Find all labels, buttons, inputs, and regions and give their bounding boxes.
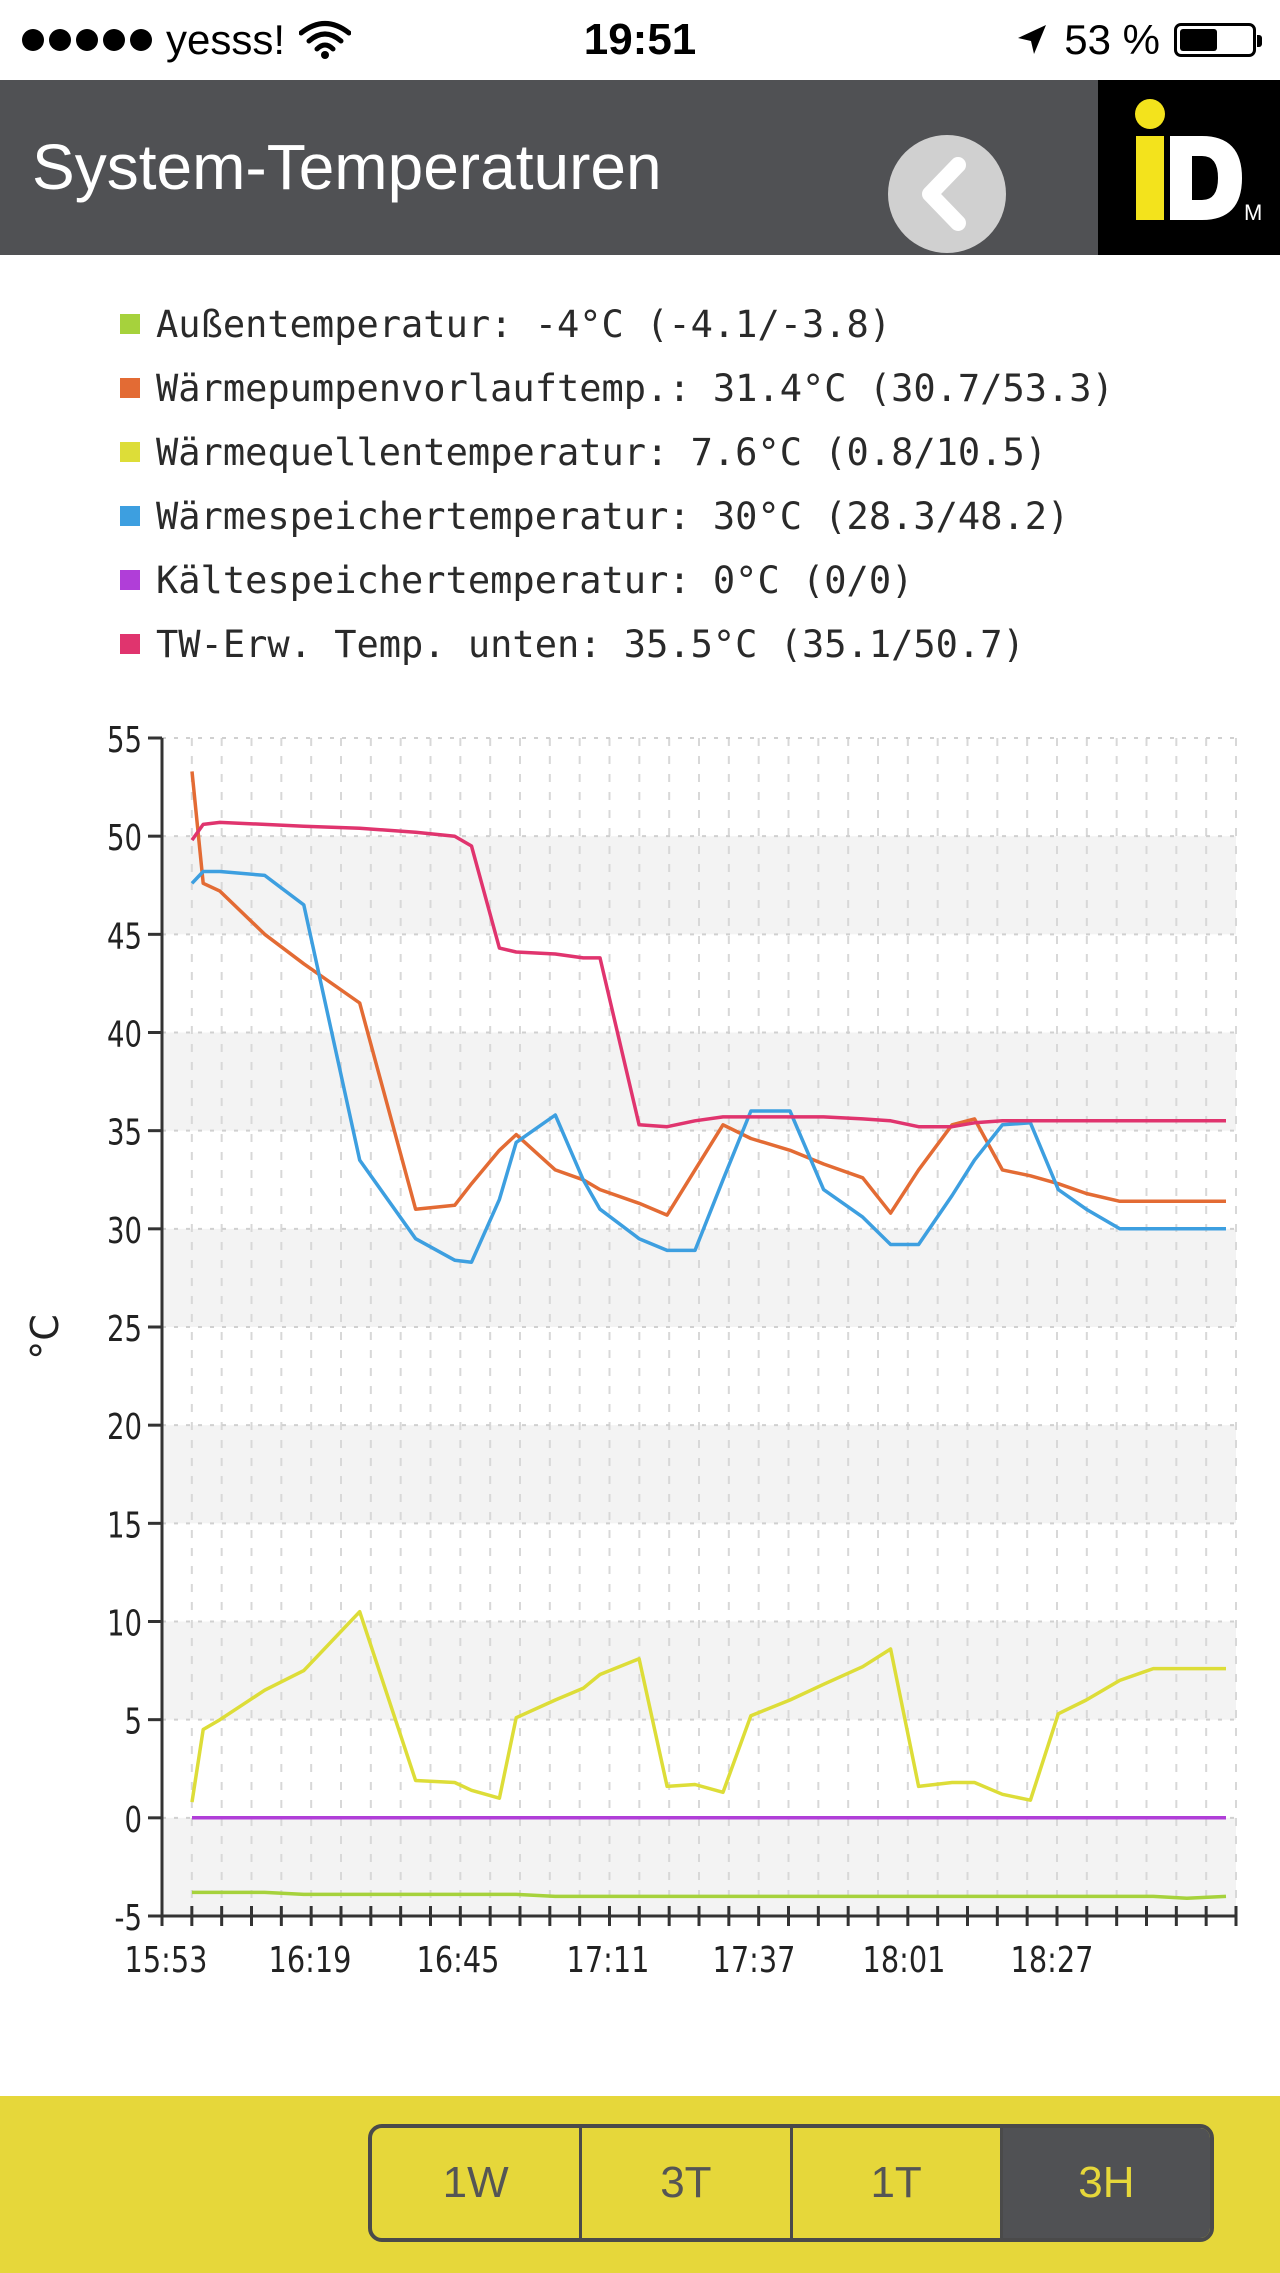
legend-swatch	[120, 570, 140, 590]
x-tick-label: 15:53	[125, 1939, 208, 1981]
legend-swatch	[120, 634, 140, 654]
y-tick-label: -5	[115, 1897, 142, 1939]
range-button-3t[interactable]: 3T	[582, 2128, 793, 2238]
back-button[interactable]	[888, 135, 1006, 253]
legend-item: TW-Erw. Temp. unten: 35.5°C (35.1/50.7)	[120, 612, 1114, 676]
status-right: 53 %	[1014, 12, 1262, 68]
series-line-5	[190, 820, 1226, 1129]
legend-item: Wärmepumpenvorlauftemp.: 31.4°C (30.7/53…	[120, 356, 1114, 420]
legend-label: Außentemperatur: -4°C (-4.1/-3.8)	[156, 302, 892, 346]
x-tick-label: 17:37	[713, 1939, 796, 1981]
chevron-left-icon	[922, 157, 966, 231]
series-line-1	[190, 771, 1226, 1217]
svg-text:M: M	[1244, 200, 1262, 225]
app-header: System-Temperaturen	[0, 80, 1280, 255]
battery-percent: 53 %	[1064, 16, 1160, 63]
status-bar: yesss! 19:51 53 %	[0, 0, 1280, 80]
time-range-selector: 1W 3T 1T 3H	[368, 2124, 1214, 2242]
y-axis-title: °C	[23, 1314, 67, 1360]
page-title: System-Temperaturen	[32, 131, 662, 203]
x-tick-label: 16:19	[269, 1939, 352, 1981]
y-tick-label: 25	[107, 1308, 142, 1350]
x-tick-label: 18:27	[1011, 1939, 1094, 1981]
wifi-icon	[299, 21, 352, 59]
y-tick-label: 45	[107, 915, 142, 957]
y-tick-label: 30	[107, 1209, 142, 1251]
series-line-2	[190, 1609, 1226, 1803]
status-left: yesss!	[22, 12, 352, 68]
legend-swatch	[120, 314, 140, 334]
battery-icon	[1174, 23, 1262, 57]
grid-band	[162, 1621, 1236, 1720]
signal-strength-icon	[22, 29, 152, 51]
range-button-3h[interactable]: 3H	[1002, 2128, 1210, 2238]
legend-item: Kältespeichertemperatur: 0°C (0/0)	[120, 548, 1114, 612]
y-tick-label: 50	[107, 817, 142, 859]
chart-legend: Außentemperatur: -4°C (-4.1/-3.8) Wärmepu…	[120, 292, 1114, 676]
legend-label: TW-Erw. Temp. unten: 35.5°C (35.1/50.7)	[156, 622, 1025, 666]
legend-label: Wärmepumpenvorlauftemp.: 31.4°C (30.7/53…	[156, 366, 1114, 410]
y-tick-label: 5	[124, 1700, 142, 1742]
y-tick-label: 35	[107, 1111, 142, 1153]
y-tick-label: 10	[107, 1602, 142, 1644]
x-tick-label: 17:11	[567, 1939, 650, 1981]
legend-label: Kältespeichertemperatur: 0°C (0/0)	[156, 558, 914, 602]
location-arrow-icon	[1018, 25, 1047, 54]
grid-band	[162, 1425, 1236, 1524]
idm-logo: M	[1098, 80, 1280, 255]
legend-swatch	[120, 506, 140, 526]
y-tick-label: 15	[107, 1504, 142, 1546]
y-tick-label: 20	[107, 1406, 142, 1448]
y-tick-label: 40	[107, 1013, 142, 1055]
range-button-1t[interactable]: 1T	[793, 2128, 1003, 2238]
legend-item: Wärmespeichertemperatur: 30°C (28.3/48.2…	[120, 484, 1114, 548]
grid-band	[162, 1817, 1236, 1916]
legend-swatch	[120, 442, 140, 462]
series-line-0	[192, 1890, 1227, 1901]
y-tick-label: 55	[107, 719, 142, 761]
legend-swatch	[120, 378, 140, 398]
legend-label: Wärmespeichertemperatur: 30°C (28.3/48.2…	[156, 494, 1070, 538]
y-tick-label: 0	[124, 1798, 142, 1840]
clock: 19:51	[583, 15, 697, 64]
legend-item: Außentemperatur: -4°C (-4.1/-3.8)	[120, 292, 1114, 356]
x-tick-label: 18:01	[863, 1939, 946, 1981]
range-button-1w[interactable]: 1W	[372, 2128, 583, 2238]
legend-label: Wärmequellentemperatur: 7.6°C (0.8/10.5)	[156, 430, 1048, 474]
carrier-name: yesss!	[166, 16, 286, 63]
legend-item: Wärmequellentemperatur: 7.6°C (0.8/10.5)	[120, 420, 1114, 484]
x-tick-label: 16:45	[417, 1939, 500, 1981]
series-line-3	[190, 869, 1226, 1264]
